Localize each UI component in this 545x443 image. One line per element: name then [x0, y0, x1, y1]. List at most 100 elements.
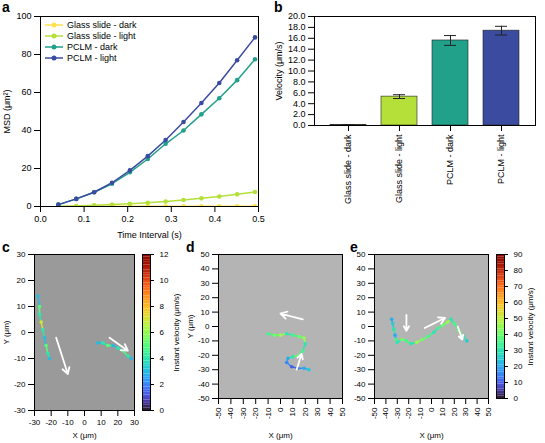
svg-text:80: 80 — [21, 49, 31, 59]
svg-text:8: 8 — [160, 302, 165, 311]
svg-text:40: 40 — [473, 407, 482, 416]
svg-text:Velocity (μm/s): Velocity (μm/s) — [274, 41, 284, 100]
svg-text:12: 12 — [160, 250, 169, 259]
svg-text:20: 20 — [113, 418, 122, 427]
svg-text:X (μm): X (μm) — [419, 431, 443, 440]
svg-text:50: 50 — [338, 407, 347, 416]
svg-text:10: 10 — [288, 407, 297, 416]
svg-text:0: 0 — [26, 201, 31, 211]
svg-text:4.0: 4.0 — [293, 99, 306, 109]
svg-text:Instant velocity (μm/s): Instant velocity (μm/s) — [172, 293, 181, 371]
svg-text:0.0: 0.0 — [293, 120, 306, 130]
svg-text:16.0: 16.0 — [288, 33, 306, 43]
svg-text:50: 50 — [484, 407, 493, 416]
svg-text:Glass slide - dark: Glass slide - dark — [343, 134, 353, 204]
svg-text:0.1: 0.1 — [78, 214, 91, 224]
svg-text:20.0: 20.0 — [288, 11, 306, 21]
svg-text:-30: -30 — [239, 407, 248, 419]
svg-text:-50: -50 — [214, 407, 223, 419]
svg-text:10: 10 — [201, 308, 210, 317]
svg-text:14.0: 14.0 — [288, 44, 306, 54]
svg-text:70: 70 — [514, 282, 523, 291]
svg-text:10: 10 — [438, 407, 447, 416]
svg-text:10: 10 — [357, 308, 366, 317]
svg-text:20: 20 — [450, 407, 459, 416]
svg-text:0.4: 0.4 — [209, 214, 222, 224]
svg-text:90: 90 — [514, 250, 523, 259]
svg-text:10: 10 — [97, 418, 106, 427]
svg-text:-50: -50 — [370, 407, 379, 419]
svg-text:-50: -50 — [354, 394, 366, 403]
svg-text:50: 50 — [514, 314, 523, 323]
svg-text:80: 80 — [514, 266, 523, 275]
svg-text:30: 30 — [17, 250, 26, 259]
svg-text:-40: -40 — [381, 407, 390, 419]
svg-text:60: 60 — [514, 298, 523, 307]
svg-text:0.5: 0.5 — [252, 214, 265, 224]
svg-text:X (μm): X (μm) — [72, 431, 96, 440]
svg-text:PCLM - light: PCLM - light — [496, 134, 506, 184]
svg-text:-10: -10 — [264, 407, 273, 419]
svg-text:-20: -20 — [198, 351, 210, 360]
svg-text:-20: -20 — [404, 407, 413, 419]
svg-text:40: 40 — [21, 125, 31, 135]
svg-text:0: 0 — [160, 406, 165, 415]
svg-text:0: 0 — [21, 328, 26, 337]
svg-text:40: 40 — [514, 330, 523, 339]
svg-text:0: 0 — [82, 418, 87, 427]
svg-text:6.0: 6.0 — [293, 88, 306, 98]
svg-text:100: 100 — [16, 11, 31, 21]
svg-text:Time Interval (s): Time Interval (s) — [117, 230, 182, 240]
svg-text:2.0: 2.0 — [293, 109, 306, 119]
svg-text:6: 6 — [160, 328, 165, 337]
svg-text:40: 40 — [357, 264, 366, 273]
svg-text:60: 60 — [21, 87, 31, 97]
svg-text:0.2: 0.2 — [121, 214, 134, 224]
svg-text:-10: -10 — [198, 336, 210, 345]
svg-text:0: 0 — [427, 407, 436, 412]
svg-text:8.0: 8.0 — [293, 77, 306, 87]
svg-text:0: 0 — [514, 394, 519, 403]
svg-text:-30: -30 — [198, 365, 210, 374]
svg-text:0.0: 0.0 — [34, 214, 47, 224]
svg-text:12.0: 12.0 — [288, 55, 306, 65]
svg-text:40: 40 — [201, 264, 210, 273]
svg-text:-10: -10 — [416, 407, 425, 419]
svg-text:-30: -30 — [354, 365, 366, 374]
svg-text:-20: -20 — [14, 380, 26, 389]
svg-text:2: 2 — [160, 380, 165, 389]
svg-text:Y (μm): Y (μm) — [186, 314, 195, 338]
svg-text:-30: -30 — [14, 406, 26, 415]
svg-text:0: 0 — [361, 322, 366, 331]
svg-text:-30: -30 — [29, 418, 41, 427]
svg-text:18.0: 18.0 — [288, 22, 306, 32]
svg-text:4: 4 — [160, 354, 165, 363]
svg-text:50: 50 — [201, 250, 210, 259]
svg-text:0: 0 — [205, 322, 210, 331]
svg-text:50: 50 — [357, 250, 366, 259]
svg-text:-10: -10 — [354, 336, 366, 345]
svg-text:-20: -20 — [45, 418, 57, 427]
svg-text:Instant velocity (μm/s): Instant velocity (μm/s) — [526, 287, 535, 365]
svg-text:20: 20 — [201, 293, 210, 302]
svg-text:-30: -30 — [393, 407, 402, 419]
svg-text:-10: -10 — [14, 354, 26, 363]
svg-text:30: 30 — [461, 407, 470, 416]
svg-text:10: 10 — [514, 378, 523, 387]
svg-text:-50: -50 — [198, 394, 210, 403]
svg-text:20: 20 — [301, 407, 310, 416]
svg-text:30: 30 — [357, 279, 366, 288]
svg-text:-40: -40 — [226, 407, 235, 419]
svg-text:-20: -20 — [251, 407, 260, 419]
svg-text:0: 0 — [276, 407, 285, 412]
svg-text:Y (μm): Y (μm) — [2, 320, 11, 344]
svg-text:10.0: 10.0 — [288, 66, 306, 76]
svg-text:10: 10 — [17, 302, 26, 311]
svg-text:20: 20 — [17, 276, 26, 285]
svg-text:30: 30 — [130, 418, 139, 427]
svg-text:20: 20 — [514, 362, 523, 371]
svg-text:10: 10 — [160, 276, 169, 285]
svg-text:20: 20 — [357, 293, 366, 302]
svg-text:-40: -40 — [354, 380, 366, 389]
svg-text:X (μm): X (μm) — [268, 431, 292, 440]
